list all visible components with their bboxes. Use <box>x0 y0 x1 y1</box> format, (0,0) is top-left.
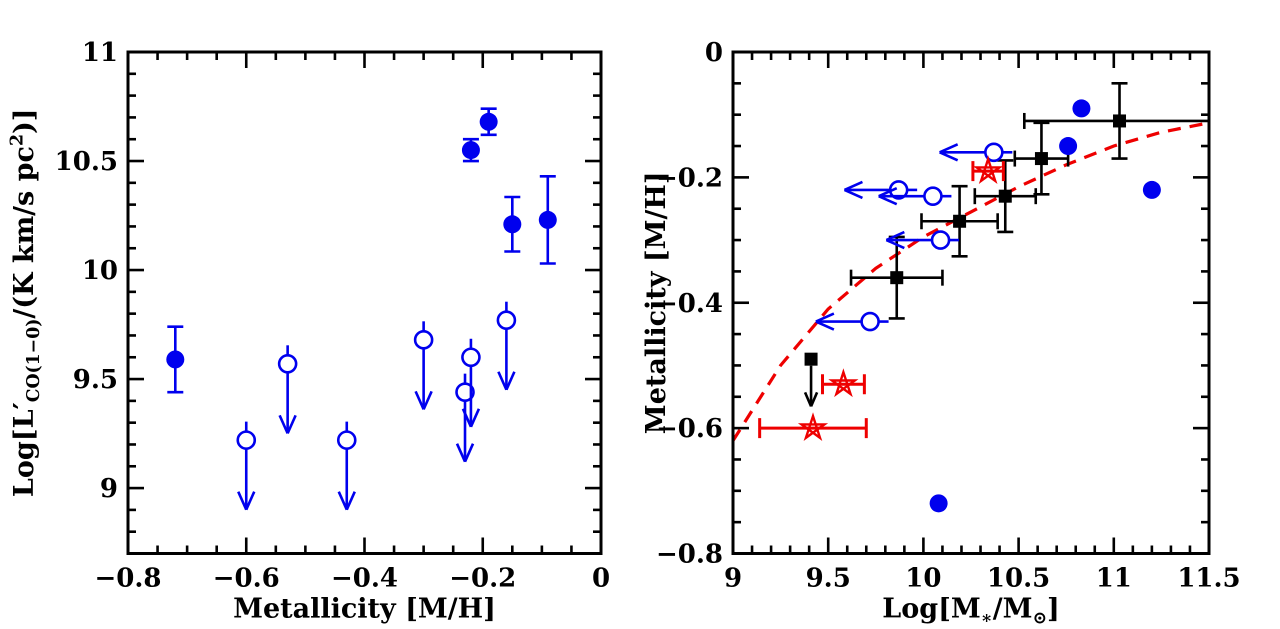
mass-upper-limits-point <box>843 180 918 200</box>
binned-square-limit-series <box>803 352 819 407</box>
co-upper-limits-point <box>236 421 257 511</box>
x-tick-label: 9 <box>724 564 742 594</box>
red-stars-point <box>971 155 1005 184</box>
x-tick-label: −0.8 <box>94 564 161 594</box>
filled-circle-marker <box>503 215 522 234</box>
filled-circle-marker <box>166 350 185 369</box>
y-tick-label: 9.5 <box>73 365 118 395</box>
x-tick-label: 11 <box>1096 564 1132 594</box>
model-dashed-curve <box>732 121 1210 442</box>
y-axis-title: Log[L′CO(1−0)/(K km/s pc2)] <box>8 108 44 497</box>
x-tick-label: −0.6 <box>213 564 280 594</box>
co-detections-series <box>166 107 557 394</box>
co-upper-limits-point <box>461 338 481 428</box>
mass-upper-limits-point <box>878 186 952 206</box>
binned-squares-point <box>1013 121 1070 196</box>
mass-upper-limits-point <box>885 230 960 250</box>
axis-tick-labels: −0.8 −0.6 −0.4 −0.2 0 9 9.5 10 10.5 11 <box>55 38 610 594</box>
axis-tick-labels: 9 9.5 10 10.5 11 11.5 0 −0.2 −0.4 −0.6 −0.8 <box>656 38 1241 594</box>
filled-circle-marker <box>538 210 557 229</box>
open-star-marker <box>797 412 829 441</box>
blue-detections-point <box>929 494 948 513</box>
x-axis-title: Metallicity [M/H] <box>233 594 496 625</box>
filled-square-marker <box>1034 152 1048 166</box>
open-star-marker <box>972 155 1004 184</box>
co-upper-limits-point <box>413 321 434 410</box>
y-tick-label: −0.8 <box>656 540 723 570</box>
x-tick-label: 10 <box>905 564 941 594</box>
binned-squares-point <box>920 184 999 258</box>
filled-circle-marker <box>461 141 480 160</box>
filled-square-marker <box>804 352 818 366</box>
y-tick-label: 10 <box>82 256 118 286</box>
co-detections-point <box>461 137 480 163</box>
mass-metallicity-panel: 9 9.5 10 10.5 11 11.5 0 −0.2 −0.4 −0.6 −0.8 Log[M∗/… <box>641 38 1241 628</box>
red-stars-series <box>758 155 1005 441</box>
filled-square-marker <box>998 189 1012 203</box>
co-detections-point <box>479 107 498 137</box>
filled-circle-marker <box>1059 137 1078 156</box>
y-tick-label: −0.6 <box>656 414 723 444</box>
co-upper-limits-point <box>496 301 517 391</box>
co-luminosity-vs-metallicity-panel: −0.8 −0.6 −0.4 −0.2 0 9 9.5 10 10.5 11 Metallicity… <box>8 38 610 625</box>
co-upper-limits-point <box>277 345 298 434</box>
blue-detections-point <box>1072 99 1091 118</box>
open-star-marker <box>828 368 859 398</box>
blue-detections-series <box>929 99 1161 513</box>
x-tick-label: 9.5 <box>806 564 851 594</box>
blue-detections-point <box>1059 137 1078 156</box>
x-tick-label: 11.5 <box>1177 564 1240 594</box>
y-tick-label: 10.5 <box>55 147 118 177</box>
red-stars-point <box>820 368 866 398</box>
axis-ticks <box>731 50 1211 555</box>
x-axis-title: Log[M∗/M⊙] <box>882 594 1060 629</box>
binned-squares-series <box>849 82 1210 320</box>
filled-circle-marker <box>1072 99 1091 118</box>
blue-detections-point <box>1142 180 1161 199</box>
filled-square-marker <box>953 214 967 228</box>
model-curve-series <box>732 121 1210 442</box>
co-detections-point <box>503 195 522 253</box>
y-tick-label: 9 <box>100 474 118 504</box>
mass-upper-limits-point <box>939 142 1013 163</box>
binned-squares-point <box>849 235 944 320</box>
red-stars-point <box>758 412 868 441</box>
x-tick-label: 10.5 <box>987 564 1050 594</box>
x-tick-label: 0 <box>592 564 610 594</box>
x-tick-label: −0.4 <box>331 564 398 594</box>
mass-upper-limits-series <box>815 142 1013 332</box>
filled-circle-marker <box>929 494 948 513</box>
binned-square-limit-point <box>803 352 819 407</box>
filled-square-marker <box>1113 114 1127 128</box>
y-tick-label: 11 <box>82 38 118 68</box>
x-tick-label: −0.2 <box>449 564 516 594</box>
co-detections-point <box>538 174 557 265</box>
filled-square-marker <box>890 271 904 285</box>
co-upper-limits-series <box>236 301 517 511</box>
mass-upper-limits-point <box>815 311 889 332</box>
binned-squares-point <box>1023 82 1210 160</box>
y-axis-title: Metallicity [M/H] <box>641 171 672 434</box>
co-detections-point <box>166 325 185 394</box>
filled-circle-marker <box>479 112 498 131</box>
y-tick-label: −0.4 <box>656 289 723 319</box>
co-upper-limits-point <box>336 421 357 511</box>
y-tick-label: −0.2 <box>656 163 723 193</box>
axis-ticks <box>126 50 603 555</box>
filled-circle-marker <box>1142 180 1161 199</box>
binned-squares-point <box>973 159 1038 234</box>
y-tick-label: 0 <box>705 38 723 68</box>
